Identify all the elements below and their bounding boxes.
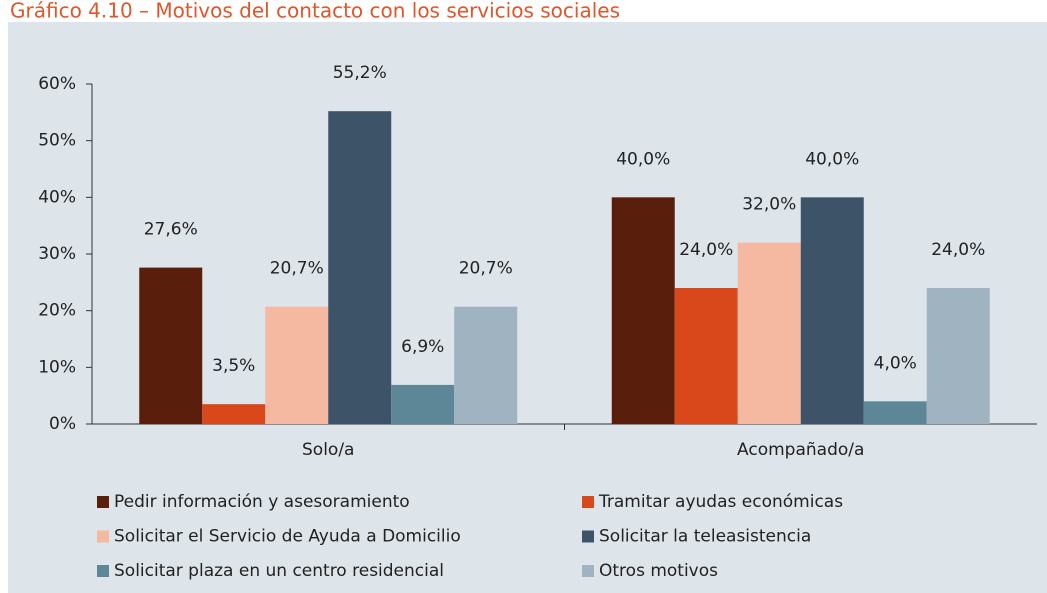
y-tick-label: 20% — [38, 301, 76, 321]
bar — [265, 306, 329, 424]
legend-label: Solicitar plaza en un centro residencial — [114, 561, 444, 581]
legend-swatch — [582, 496, 594, 508]
bar — [737, 242, 801, 424]
value-label: 20,7% — [459, 259, 513, 279]
value-label: 55,2% — [333, 63, 387, 83]
bar — [328, 111, 392, 424]
value-label: 4,0% — [874, 353, 917, 373]
bar — [863, 401, 927, 424]
legend-label: Otros motivos — [599, 561, 718, 581]
y-tick-label: 30% — [38, 244, 76, 264]
value-label: 32,0% — [742, 195, 796, 215]
legend-label: Pedir información y asesoramiento — [114, 492, 410, 512]
legend-swatch — [97, 530, 109, 543]
y-tick-label: 40% — [38, 187, 76, 207]
legend-label: Solicitar el Servicio de Ayuda a Domicil… — [114, 527, 461, 547]
x-tick-label: Acompañado/a — [737, 440, 864, 460]
value-label: 27,6% — [144, 220, 198, 240]
bar — [611, 197, 675, 424]
value-label: 6,9% — [401, 337, 444, 357]
bar — [202, 404, 266, 424]
legend-swatch — [97, 496, 109, 508]
legend-label: Solicitar la teleasistencia — [599, 527, 811, 547]
y-tick-label: 10% — [38, 357, 76, 377]
y-tick-label: 60% — [38, 74, 76, 94]
bar — [800, 197, 864, 424]
legend-swatch — [582, 565, 594, 577]
y-tick-label: 0% — [49, 414, 76, 434]
value-label: 40,0% — [616, 149, 670, 169]
chart-title: Gráfico 4.10 – Motivos del contacto con … — [10, 0, 620, 23]
value-label: 3,5% — [212, 356, 255, 376]
value-label: 24,0% — [931, 240, 985, 260]
value-label: 24,0% — [679, 240, 733, 260]
y-tick-label: 50% — [38, 131, 76, 151]
bar — [926, 288, 990, 424]
legend-label: Tramitar ayudas económicas — [598, 492, 843, 512]
x-tick-label: Solo/a — [302, 440, 354, 460]
legend-swatch — [97, 565, 109, 577]
legend-swatch — [582, 530, 594, 543]
value-label: 40,0% — [805, 149, 859, 169]
bar — [454, 306, 518, 424]
bar — [139, 267, 203, 424]
value-label: 20,7% — [270, 259, 324, 279]
bar — [674, 288, 738, 424]
bar — [391, 384, 455, 424]
